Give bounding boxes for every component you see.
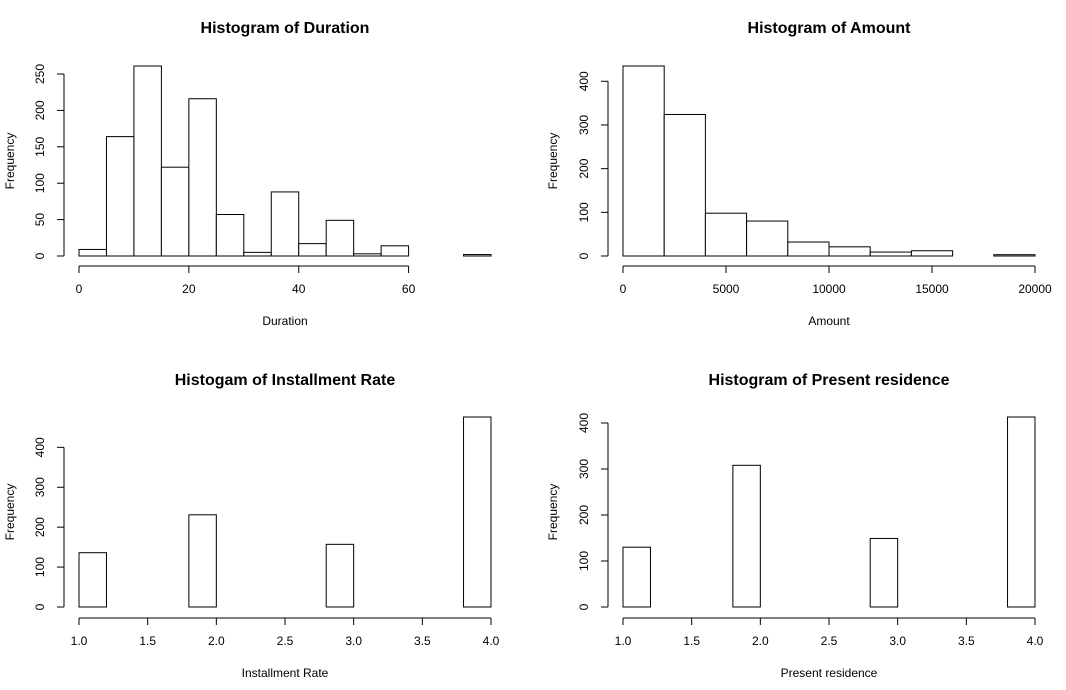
x-tick-label: 15000 <box>915 282 949 296</box>
x-axis-label: Present residence <box>781 666 878 680</box>
y-tick-label: 100 <box>33 557 47 577</box>
x-tick-label: 0 <box>620 282 627 296</box>
x-tick-label: 1.5 <box>139 634 156 648</box>
x-tick-label: 1.5 <box>683 634 700 648</box>
chart-panel-3: Histogam of Installment Rate 1.0 1.5 2.0 2.5… <box>3 372 500 680</box>
histogram-bar <box>105 136 135 257</box>
y-tick-label: 100 <box>577 202 591 222</box>
y-axis-label: Frequency <box>546 133 560 190</box>
x-tick-label: 2.5 <box>277 634 294 648</box>
y-tick-label: 100 <box>33 173 47 193</box>
histogram-bar <box>993 254 1036 257</box>
histogram-bar <box>353 253 382 257</box>
histogram-bar <box>160 166 190 257</box>
histogram-bar <box>787 241 830 257</box>
histogram-bar <box>325 219 355 257</box>
y-tick-label: 100 <box>577 551 591 571</box>
x-tick-label: 3.0 <box>345 634 362 648</box>
chart-title: Histogam of Installment Rate <box>175 372 396 389</box>
histogram-bar <box>869 251 912 257</box>
histogram-bar <box>828 246 871 257</box>
x-axis-label: Duration <box>262 314 307 328</box>
x-tick-label: 1.0 <box>71 634 88 648</box>
y-axis-label: Frequency <box>3 484 17 541</box>
y-axis-label: Frequency <box>546 484 560 541</box>
histogram-bar <box>380 245 410 257</box>
x-tick-label: 4.0 <box>483 634 500 648</box>
histogram-bar <box>188 98 217 257</box>
y-tick-label: 0 <box>577 603 591 610</box>
y-tick-label: 150 <box>33 136 47 156</box>
x-axis-label: Amount <box>808 314 850 328</box>
chart-panel-4: Histogram of Present residence 1.0 1.5 2.0 2… <box>546 372 1044 680</box>
x-tick-label: 5000 <box>713 282 740 296</box>
chart-title: Histogram of Duration <box>201 20 370 37</box>
x-tick-label: 10000 <box>812 282 846 296</box>
y-tick-label: 400 <box>577 71 591 91</box>
chart-panel-1: Histogram of Duration 0 20 40 60 0 50 100 150 200… <box>3 20 492 328</box>
y-tick-label: 300 <box>577 115 591 135</box>
histogram-bar <box>869 537 899 608</box>
y-tick-label: 400 <box>33 437 47 457</box>
x-tick-label: 3.5 <box>414 634 431 648</box>
x-tick-label: 1.0 <box>615 634 632 648</box>
chart-panel-2: Histogram of Amount 0 5000 10000 15000 20000 0… <box>546 20 1052 328</box>
x-tick-label: 0 <box>76 282 83 296</box>
chart-title: Histogram of Amount <box>748 20 912 37</box>
y-tick-label: 200 <box>577 505 591 525</box>
y-axis-label: Frequency <box>3 133 17 190</box>
x-axis-label: Installment Rate <box>242 666 329 680</box>
histogram-bar <box>1007 416 1036 608</box>
x-tick-label: 60 <box>402 282 416 296</box>
x-tick-label: 3.5 <box>958 634 975 648</box>
y-tick-label: 0 <box>33 603 47 610</box>
histogram-bar <box>463 416 492 608</box>
chart-title: Histogram of Present residence <box>709 372 950 389</box>
histogram-bar <box>325 543 355 608</box>
histogram-bar <box>133 65 162 257</box>
x-tick-label: 2.0 <box>752 634 769 648</box>
histogram-bar <box>622 546 651 608</box>
x-tick-label: 20 <box>182 282 196 296</box>
histogram-bar <box>298 243 327 257</box>
x-tick-label: 40 <box>292 282 306 296</box>
histogram-bar <box>78 248 107 257</box>
histogram-bar <box>270 191 300 257</box>
x-tick-label: 4.0 <box>1027 634 1044 648</box>
y-tick-label: 300 <box>577 459 591 479</box>
histogram-bar <box>215 214 245 257</box>
y-tick-label: 200 <box>577 158 591 178</box>
histogram-bar <box>746 220 789 257</box>
histogram-bar <box>243 251 272 257</box>
y-tick-label: 300 <box>33 477 47 497</box>
y-tick-label: 200 <box>33 517 47 537</box>
histogram-bar <box>78 552 107 608</box>
y-tick-label: 400 <box>577 413 591 433</box>
y-tick-label: 0 <box>577 252 591 259</box>
histogram-bar <box>732 464 761 608</box>
histogram-bar <box>663 113 706 257</box>
y-tick-label: 0 <box>33 252 47 259</box>
y-tick-label: 250 <box>33 64 47 84</box>
histogram-bar <box>622 65 665 257</box>
y-tick-label: 200 <box>33 100 47 120</box>
x-tick-label: 20000 <box>1018 282 1052 296</box>
histogram-bar <box>704 212 748 257</box>
histogram-bar <box>463 254 492 257</box>
x-tick-label: 2.0 <box>208 634 225 648</box>
x-tick-label: 3.0 <box>889 634 906 648</box>
y-tick-label: 50 <box>33 213 47 227</box>
x-tick-label: 2.5 <box>821 634 838 648</box>
histogram-bar <box>910 250 954 257</box>
histogram-bar <box>188 514 217 608</box>
